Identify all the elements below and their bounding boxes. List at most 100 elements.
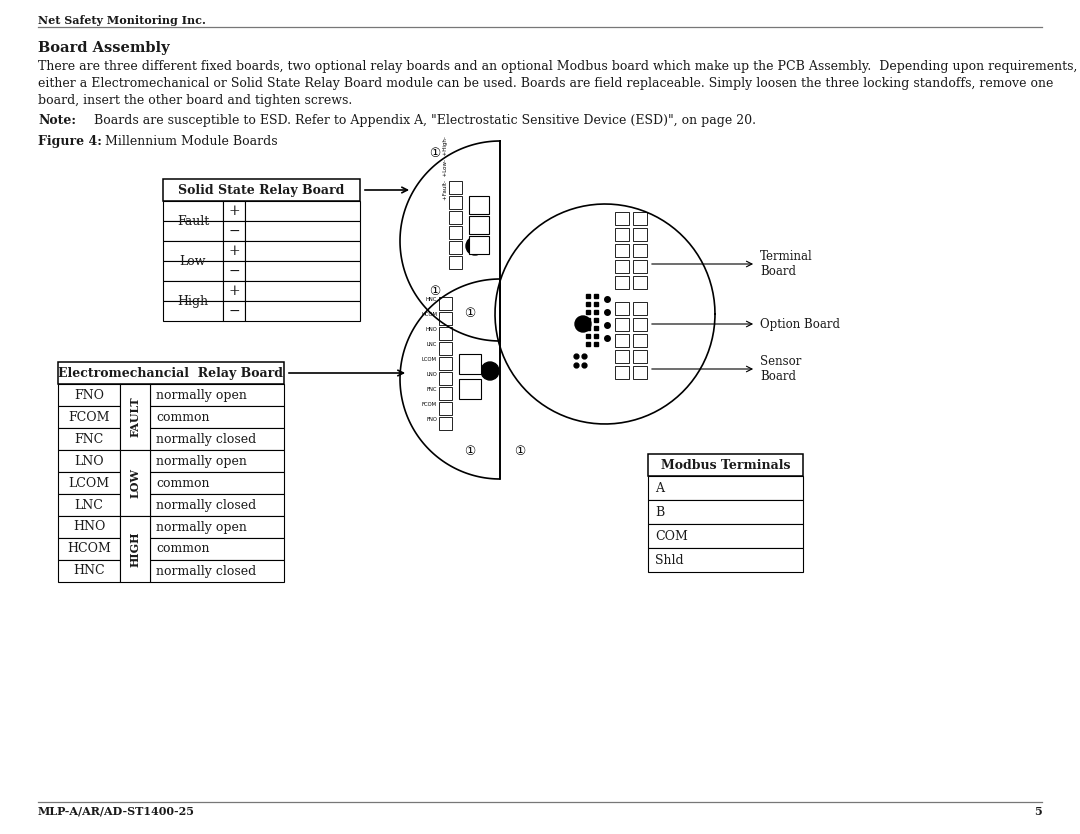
Text: FNC: FNC xyxy=(75,433,104,445)
Text: normally open: normally open xyxy=(156,455,247,468)
Bar xyxy=(163,221,222,241)
Bar xyxy=(222,281,245,301)
Text: common: common xyxy=(156,410,210,424)
Bar xyxy=(633,302,647,315)
Bar xyxy=(633,334,647,347)
Text: normally closed: normally closed xyxy=(156,565,256,577)
Bar xyxy=(163,201,222,221)
Text: Modbus Terminals: Modbus Terminals xyxy=(661,459,791,471)
Bar xyxy=(449,211,462,224)
Bar xyxy=(58,516,120,538)
Text: ①: ① xyxy=(514,445,526,458)
Text: A: A xyxy=(654,481,664,495)
Text: Net Safety Monitoring Inc.: Net Safety Monitoring Inc. xyxy=(38,15,206,26)
Bar xyxy=(438,312,453,325)
Bar xyxy=(449,181,462,194)
Bar xyxy=(438,372,453,385)
Bar xyxy=(615,302,629,315)
Bar xyxy=(150,428,284,450)
Text: FNO: FNO xyxy=(75,389,104,401)
Text: normally closed: normally closed xyxy=(156,433,256,445)
Bar xyxy=(163,179,360,201)
Bar xyxy=(120,384,150,450)
Circle shape xyxy=(575,316,591,332)
Bar xyxy=(449,196,462,209)
Text: Millennium Module Boards: Millennium Module Boards xyxy=(97,135,278,148)
Text: HCOM: HCOM xyxy=(67,542,111,555)
Text: −: − xyxy=(228,264,240,278)
Bar xyxy=(150,450,284,472)
Bar xyxy=(459,379,481,399)
Bar xyxy=(648,524,804,548)
Bar xyxy=(438,357,453,370)
Bar xyxy=(245,241,360,261)
Text: Solid State Relay Board: Solid State Relay Board xyxy=(178,183,345,197)
Text: Boards are susceptible to ESD. Refer to Appendix A, "Electrostatic Sensitive Dev: Boards are susceptible to ESD. Refer to … xyxy=(82,114,756,127)
Text: LNO: LNO xyxy=(75,455,104,468)
Text: LNC: LNC xyxy=(427,342,437,347)
Text: LNO: LNO xyxy=(427,372,437,377)
Bar xyxy=(245,301,360,321)
Bar xyxy=(469,236,489,254)
Bar xyxy=(58,450,120,472)
Bar xyxy=(648,500,804,524)
Bar xyxy=(633,350,647,363)
Bar xyxy=(615,366,629,379)
Text: board, insert the other board and tighten screws.: board, insert the other board and tighte… xyxy=(38,94,352,107)
Text: HNC: HNC xyxy=(73,565,105,577)
Text: normally open: normally open xyxy=(156,520,247,534)
Bar xyxy=(58,362,284,384)
Text: FAULT: FAULT xyxy=(130,397,140,437)
Text: +Fault-  +Low-  +High-: +Fault- +Low- +High- xyxy=(443,136,448,200)
Bar xyxy=(58,428,120,450)
Text: LCOM: LCOM xyxy=(422,357,437,362)
Bar xyxy=(633,244,647,257)
Text: Board Assembly: Board Assembly xyxy=(38,41,170,55)
Text: Low: Low xyxy=(179,254,206,268)
Bar xyxy=(615,212,629,225)
Bar xyxy=(438,342,453,355)
Text: normally open: normally open xyxy=(156,389,247,401)
Text: FNO: FNO xyxy=(427,417,437,422)
Bar xyxy=(150,472,284,494)
Bar xyxy=(438,297,453,310)
Bar xyxy=(120,450,150,516)
Bar xyxy=(150,560,284,582)
Bar xyxy=(58,538,120,560)
Text: There are three different fixed boards, two optional relay boards and an optiona: There are three different fixed boards, … xyxy=(38,60,1078,73)
Text: Figure 4:: Figure 4: xyxy=(38,135,102,148)
Bar xyxy=(58,560,120,582)
Text: MLP-A/AR/AD-ST1400-25: MLP-A/AR/AD-ST1400-25 xyxy=(38,806,195,817)
Bar xyxy=(58,406,120,428)
Text: Note:: Note: xyxy=(38,114,76,127)
Bar xyxy=(150,538,284,560)
Bar xyxy=(222,221,245,241)
Text: ①: ① xyxy=(464,445,475,458)
Text: normally closed: normally closed xyxy=(156,499,256,511)
Text: High: High xyxy=(177,294,208,308)
Text: −: − xyxy=(228,304,240,318)
Text: Fault: Fault xyxy=(177,214,210,228)
Bar xyxy=(459,354,481,374)
Bar xyxy=(163,301,222,321)
Text: LCOM: LCOM xyxy=(68,476,109,490)
Text: ①: ① xyxy=(464,307,475,319)
Text: common: common xyxy=(156,542,210,555)
Text: HIGH: HIGH xyxy=(130,531,140,567)
Bar xyxy=(438,402,453,415)
Text: common: common xyxy=(156,476,210,490)
Text: LNC: LNC xyxy=(75,499,104,511)
Text: HNC: HNC xyxy=(426,297,437,302)
Text: HCOM: HCOM xyxy=(421,312,437,317)
Bar xyxy=(648,548,804,572)
Text: +: + xyxy=(228,204,240,218)
Bar xyxy=(150,516,284,538)
Text: B: B xyxy=(654,505,664,519)
Text: 5: 5 xyxy=(1035,806,1042,817)
Bar xyxy=(438,417,453,430)
Text: HNO: HNO xyxy=(72,520,105,534)
Bar xyxy=(222,241,245,261)
Bar xyxy=(633,366,647,379)
Bar xyxy=(58,384,120,406)
Bar xyxy=(615,228,629,241)
